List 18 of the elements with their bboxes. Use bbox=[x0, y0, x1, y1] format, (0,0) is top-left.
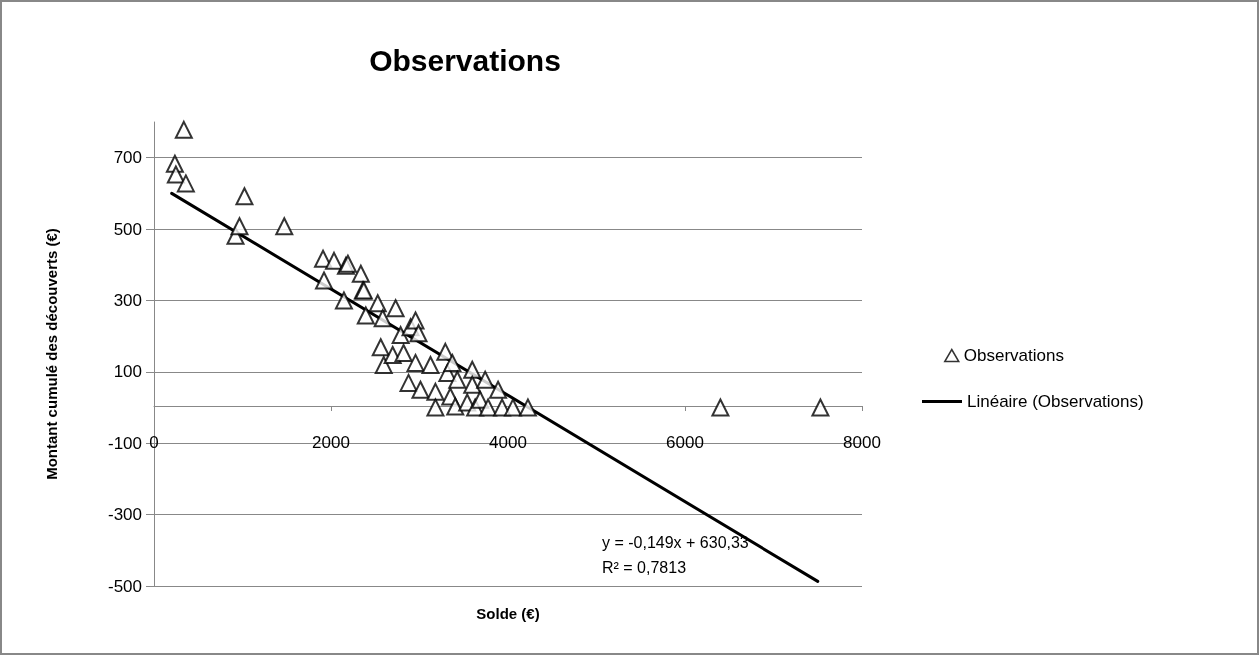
y-tick-label: -300 bbox=[107, 505, 142, 525]
x-tick-label: 4000 bbox=[489, 433, 527, 452]
y-tick-label: 500 bbox=[113, 219, 142, 239]
y-tick-label: -100 bbox=[107, 433, 142, 453]
x-axis-title: Solde (€) bbox=[476, 605, 540, 622]
y-tick-label: 100 bbox=[113, 362, 142, 382]
x-tick-label: 6000 bbox=[666, 433, 704, 452]
x-tick-label: 8000 bbox=[843, 433, 881, 452]
chart-title: Observations bbox=[369, 43, 561, 77]
x-tick-label: 2000 bbox=[312, 433, 350, 452]
y-tick-label: 300 bbox=[113, 290, 142, 310]
y-tick-label: 700 bbox=[113, 148, 142, 168]
y-axis-title: Montant cumulé des découverts (€) bbox=[43, 228, 60, 480]
legend-label: Linéaire (Observations) bbox=[967, 392, 1144, 411]
x-tick-label: 0 bbox=[149, 433, 159, 452]
y-tick-label: -500 bbox=[107, 576, 142, 596]
annotation: R² = 0,7813 bbox=[602, 558, 687, 576]
legend-label: Observations bbox=[963, 346, 1064, 365]
